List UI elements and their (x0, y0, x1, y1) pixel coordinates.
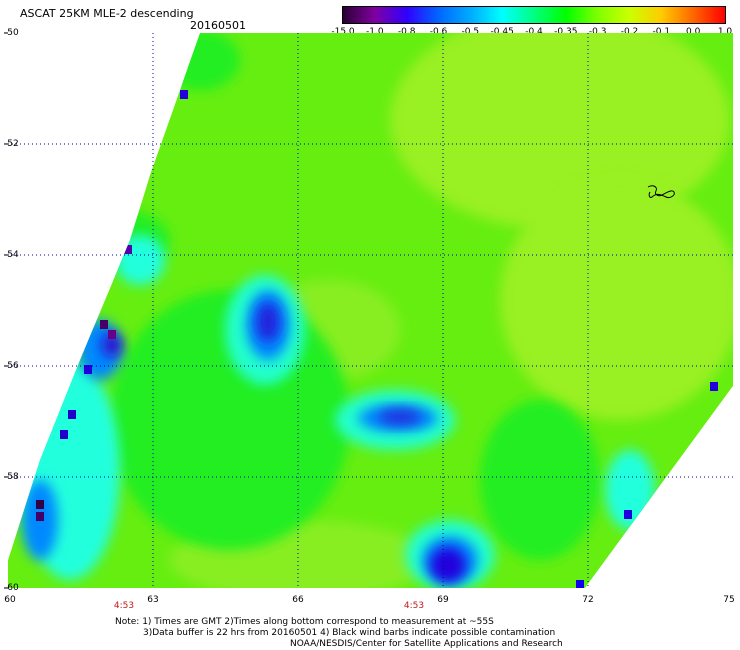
edge-cell (36, 512, 44, 521)
field-patch (500, 180, 733, 420)
field-patch (160, 33, 240, 90)
field-patch (115, 235, 165, 285)
colorbar-tick-label: -0.8 (397, 27, 416, 37)
time-label: 4:53 (113, 601, 135, 611)
edge-cell (108, 330, 116, 339)
y-tick-label: -54 (4, 250, 19, 260)
x-tick-label: 63 (147, 595, 159, 605)
swath-field (8, 33, 733, 588)
edge-cell (576, 580, 584, 588)
colorbar-tick-label: -0.5 (461, 27, 480, 37)
x-tick-label: 72 (582, 595, 594, 605)
x-tick-label: 66 (292, 595, 304, 605)
field-patch (430, 547, 466, 583)
colorbar-tick-label: -0.4 (525, 27, 543, 37)
edge-cell (124, 245, 132, 254)
colorbar-tick-label: -0.45 (490, 27, 514, 37)
field-patch (390, 33, 730, 230)
colorbar-tick-label: -1.0 (366, 27, 384, 37)
time-label: 4:53 (403, 601, 425, 611)
colorbar (342, 6, 726, 24)
y-tick-label: -60 (4, 583, 19, 593)
x-tick-label: 60 (4, 595, 16, 605)
note-line-2: 3)Data buffer is 22 hrs from 20160501 4)… (143, 628, 556, 638)
colorbar-tick-label: -15.0 (331, 27, 355, 37)
y-tick-label: -50 (4, 28, 19, 38)
chart-date: 20160501 (190, 19, 246, 32)
edge-cell (624, 510, 632, 519)
note-line-1: Note: 1) Times are GMT 2)Times along bot… (115, 617, 494, 627)
edge-cell (68, 410, 76, 419)
field-patch (102, 333, 122, 357)
edge-cell (180, 90, 188, 99)
x-tick-label: 69 (437, 595, 449, 605)
edge-cell (60, 430, 68, 439)
y-tick-label: -58 (4, 472, 19, 482)
edge-cell (710, 382, 718, 391)
colorbar-tick-label: -0.6 (429, 27, 448, 37)
grid-lines (8, 33, 733, 588)
axis-ticks (4, 32, 8, 589)
colorbar-tick-label: -0.3 (588, 27, 607, 37)
colorbar-tick-label: 0.0 (685, 27, 701, 37)
colorbar-tick-label: 1.0 (717, 27, 733, 37)
y-tick-label: -52 (4, 139, 19, 149)
x-tick-label: 75 (723, 595, 735, 605)
colorbar-tick-label: -0.2 (620, 27, 639, 37)
edge-cell (100, 320, 108, 329)
colorbar-tick-label: -0.35 (554, 27, 578, 37)
y-tick-label: -56 (4, 361, 19, 371)
note-line-3: NOAA/NESDIS/Center for Satellite Applica… (290, 639, 563, 649)
field-patch (480, 400, 600, 560)
colorbar-tick-label: -0.1 (652, 27, 671, 37)
edge-cell (36, 500, 44, 509)
wind-barb-contamination (647, 185, 675, 198)
edge-cell (84, 365, 92, 374)
field-patch (378, 409, 422, 425)
field-patch (256, 302, 280, 342)
chart-title: ASCAT 25KM MLE-2 descending (20, 7, 194, 20)
